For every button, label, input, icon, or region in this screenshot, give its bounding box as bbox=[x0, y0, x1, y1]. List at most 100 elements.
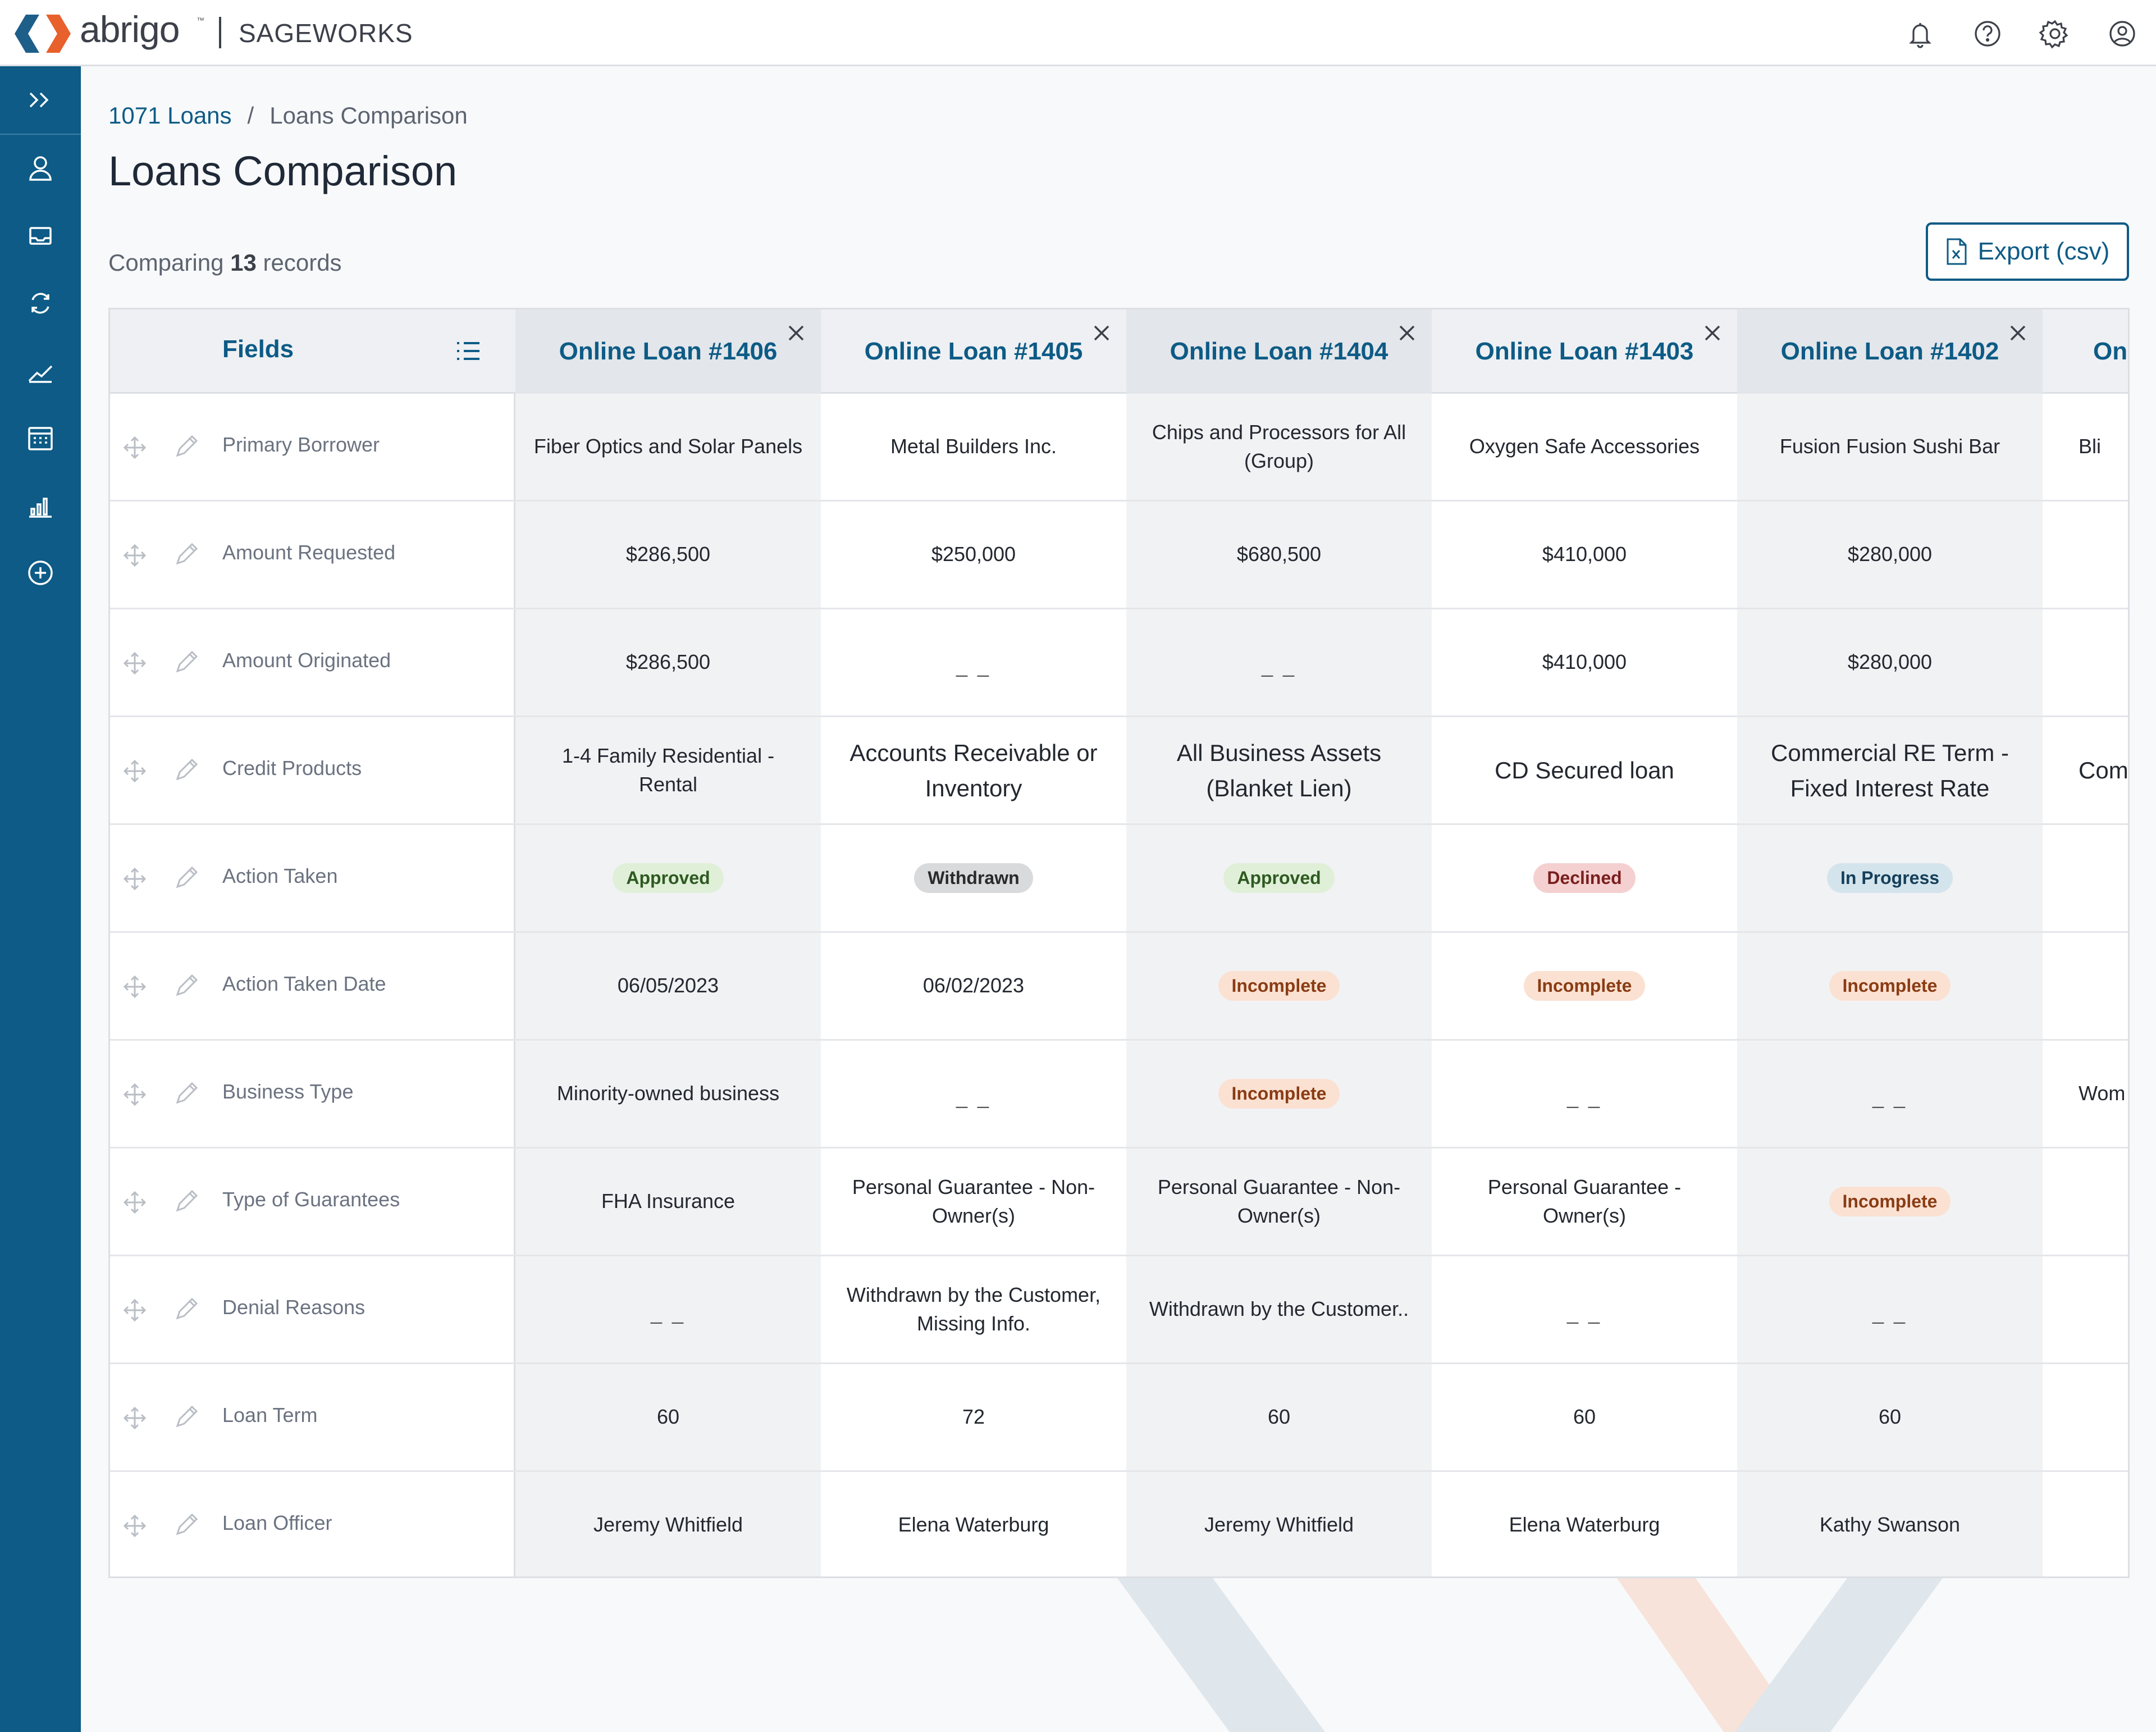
table-cell: _ _ bbox=[1432, 1041, 1737, 1147]
move-handle-icon[interactable] bbox=[122, 867, 147, 891]
pencil-icon[interactable] bbox=[173, 434, 199, 460]
pencil-icon[interactable] bbox=[173, 1081, 199, 1107]
column-title[interactable]: Online Loan #1406 bbox=[559, 338, 778, 365]
pencil-icon[interactable] bbox=[173, 973, 199, 999]
status-badge: Withdrawn bbox=[914, 863, 1033, 893]
cell-value: Jeremy Whitfield bbox=[1204, 1513, 1354, 1537]
refresh-icon[interactable] bbox=[22, 285, 58, 321]
column-header[interactable]: Online Loan #1405 bbox=[821, 309, 1126, 394]
move-handle-icon[interactable] bbox=[122, 1514, 147, 1538]
cell-value: 60 bbox=[1267, 1405, 1291, 1429]
close-icon[interactable] bbox=[2007, 322, 2029, 344]
cell-value: 72 bbox=[962, 1405, 985, 1429]
cell-value: Minority-owned business bbox=[556, 1082, 780, 1105]
cell-value: 60 bbox=[1878, 1405, 1902, 1429]
move-handle-icon[interactable] bbox=[122, 974, 147, 999]
status-badge: Incomplete bbox=[1523, 971, 1646, 1001]
fields-header: Fields bbox=[110, 309, 515, 394]
pencil-icon[interactable] bbox=[173, 1512, 199, 1538]
brand-tm: ™ bbox=[197, 16, 204, 25]
breadcrumb-current: Loans Comparison bbox=[270, 102, 468, 129]
user-circle-icon[interactable] bbox=[2105, 17, 2139, 51]
brand-name: abrigo bbox=[80, 8, 180, 50]
records-count-text: Comparing 13 records bbox=[108, 249, 342, 276]
pencil-icon[interactable] bbox=[173, 542, 199, 568]
table-cell: Personal Guarantee - Owner(s) bbox=[1432, 1148, 1737, 1255]
table-cell: Incomplete bbox=[1432, 933, 1737, 1039]
move-handle-icon[interactable] bbox=[122, 1190, 147, 1215]
pencil-icon[interactable] bbox=[173, 865, 199, 891]
pencil-icon[interactable] bbox=[173, 650, 199, 676]
pencil-icon[interactable] bbox=[173, 1405, 199, 1430]
move-handle-icon[interactable] bbox=[122, 435, 147, 460]
table-row: Loan Term 60 72 60 60 60 bbox=[110, 1364, 2128, 1472]
column-header[interactable]: Online Loan #1403 bbox=[1432, 309, 1737, 394]
list-icon[interactable] bbox=[455, 338, 482, 364]
table-cell: 60 bbox=[1126, 1364, 1432, 1470]
status-badge: Incomplete bbox=[1829, 971, 1951, 1001]
column-title[interactable]: Online Loan #1403 bbox=[1475, 338, 1694, 365]
cell-value: Kathy Swanson bbox=[1819, 1513, 1961, 1537]
cell-value: _ _ bbox=[956, 1086, 992, 1109]
table-cell: _ _ bbox=[1737, 1256, 2043, 1362]
move-handle-icon[interactable] bbox=[122, 543, 147, 568]
column-header[interactable]: Online Loan #1406 bbox=[515, 309, 821, 394]
close-icon[interactable] bbox=[1396, 322, 1418, 344]
table-cell: Oxygen Safe Accessories bbox=[1432, 394, 1737, 500]
table-cell: $410,000 bbox=[1432, 609, 1737, 715]
table-cell: _ _ bbox=[515, 1256, 821, 1362]
table-cell: 06/02/2023 bbox=[821, 933, 1126, 1039]
gear-icon[interactable] bbox=[2038, 17, 2072, 51]
field-cell: Type of Guarantees bbox=[110, 1148, 515, 1255]
table-cell: $280,000 bbox=[1737, 609, 2043, 715]
move-handle-icon[interactable] bbox=[122, 1082, 147, 1107]
table-cell: _ _ bbox=[821, 1041, 1126, 1147]
cell-value: $680,500 bbox=[1236, 543, 1322, 566]
column-header[interactable]: Online Loan #1402 bbox=[1737, 309, 2043, 394]
column-title[interactable]: Online Loan #1404 bbox=[1170, 338, 1388, 365]
bar-chart-icon[interactable] bbox=[22, 487, 58, 523]
move-handle-icon[interactable] bbox=[122, 1406, 147, 1430]
cell-value: Jeremy Whitfield bbox=[593, 1513, 743, 1537]
pencil-icon[interactable] bbox=[173, 1297, 199, 1323]
table-cell: Approved bbox=[1126, 825, 1432, 931]
product-name: SAGEWORKS bbox=[239, 19, 413, 48]
pencil-icon[interactable] bbox=[173, 1189, 199, 1215]
column-title[interactable]: Onl bbox=[2093, 338, 2128, 365]
trend-icon[interactable] bbox=[22, 353, 58, 389]
close-icon[interactable] bbox=[1090, 322, 1113, 344]
field-label: Loan Term bbox=[222, 1403, 318, 1426]
pencil-icon[interactable] bbox=[173, 758, 199, 783]
inbox-icon[interactable] bbox=[22, 218, 58, 254]
add-circle-icon[interactable] bbox=[22, 555, 58, 591]
expand-icon[interactable] bbox=[22, 82, 58, 118]
help-icon[interactable] bbox=[1971, 17, 2004, 51]
export-csv-button[interactable]: Export (csv) bbox=[1926, 222, 2129, 281]
column-header[interactable]: Online Loan #1404 bbox=[1126, 309, 1432, 394]
table-cell: 60 bbox=[1432, 1364, 1737, 1470]
calendar-icon[interactable] bbox=[22, 420, 58, 456]
person-icon[interactable] bbox=[22, 151, 58, 186]
close-icon[interactable] bbox=[785, 322, 807, 344]
breadcrumb-link-loans[interactable]: 1071 Loans bbox=[108, 102, 232, 129]
close-icon[interactable] bbox=[1701, 322, 1724, 344]
table-cell: $286,500 bbox=[515, 502, 821, 608]
column-title[interactable]: Online Loan #1405 bbox=[864, 338, 1083, 365]
table-cell bbox=[2043, 1364, 2128, 1470]
column-header[interactable]: Onl bbox=[2043, 309, 2128, 394]
table-cell: Accounts Receivable or Inventory bbox=[821, 717, 1126, 823]
table-cell: 06/05/2023 bbox=[515, 933, 821, 1039]
table-cell: CD Secured loan bbox=[1432, 717, 1737, 823]
table-row: Denial Reasons _ _ Withdrawn by the Custom… bbox=[110, 1256, 2128, 1364]
move-handle-icon[interactable] bbox=[122, 759, 147, 783]
field-label: Action Taken bbox=[222, 864, 338, 887]
field-label: Denial Reasons bbox=[222, 1296, 366, 1319]
move-handle-icon[interactable] bbox=[122, 1298, 147, 1323]
move-handle-icon[interactable] bbox=[122, 651, 147, 676]
bell-icon[interactable] bbox=[1903, 17, 1937, 51]
column-title[interactable]: Online Loan #1402 bbox=[1780, 338, 1999, 365]
cell-value: Personal Guarantee - Owner(s) bbox=[1487, 1175, 1682, 1227]
cell-value: Personal Guarantee - Non-Owner(s) bbox=[1157, 1175, 1401, 1227]
page-title: Loans Comparison bbox=[108, 148, 458, 194]
records-count: 13 bbox=[230, 249, 257, 276]
